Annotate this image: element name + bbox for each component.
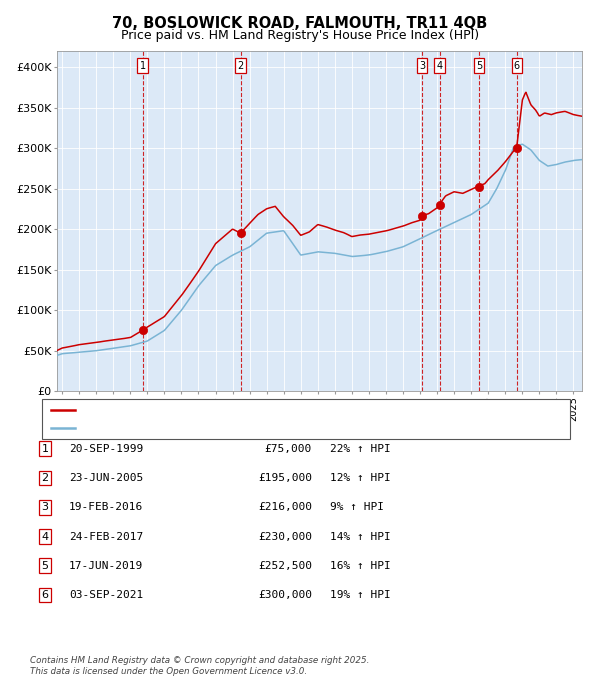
Text: 22% ↑ HPI: 22% ↑ HPI <box>330 444 391 454</box>
Text: £75,000: £75,000 <box>265 444 312 454</box>
Text: 19% ↑ HPI: 19% ↑ HPI <box>330 590 391 600</box>
Text: 12% ↑ HPI: 12% ↑ HPI <box>330 473 391 483</box>
Text: £216,000: £216,000 <box>258 503 312 512</box>
Text: 14% ↑ HPI: 14% ↑ HPI <box>330 532 391 541</box>
Text: £252,500: £252,500 <box>258 561 312 571</box>
Text: 16% ↑ HPI: 16% ↑ HPI <box>330 561 391 571</box>
Text: 03-SEP-2021: 03-SEP-2021 <box>69 590 143 600</box>
Text: 6: 6 <box>41 590 49 600</box>
Text: HPI: Average price, semi-detached house, Cornwall: HPI: Average price, semi-detached house,… <box>78 422 333 432</box>
Text: 20-SEP-1999: 20-SEP-1999 <box>69 444 143 454</box>
Text: This data is licensed under the Open Government Licence v3.0.: This data is licensed under the Open Gov… <box>30 667 307 676</box>
Text: 4: 4 <box>41 532 49 541</box>
Text: 9% ↑ HPI: 9% ↑ HPI <box>330 503 384 512</box>
Text: 70, BOSLOWICK ROAD, FALMOUTH, TR11 4QB (semi-detached house): 70, BOSLOWICK ROAD, FALMOUTH, TR11 4QB (… <box>78 405 424 415</box>
Text: 3: 3 <box>419 61 425 71</box>
Text: 23-JUN-2005: 23-JUN-2005 <box>69 473 143 483</box>
Text: 2: 2 <box>41 473 49 483</box>
Text: 1: 1 <box>41 444 49 454</box>
Text: £195,000: £195,000 <box>258 473 312 483</box>
Text: 2: 2 <box>238 61 244 71</box>
Text: 1: 1 <box>140 61 146 71</box>
Text: £300,000: £300,000 <box>258 590 312 600</box>
Text: Contains HM Land Registry data © Crown copyright and database right 2025.: Contains HM Land Registry data © Crown c… <box>30 656 370 665</box>
Text: £230,000: £230,000 <box>258 532 312 541</box>
Text: 19-FEB-2016: 19-FEB-2016 <box>69 503 143 512</box>
Text: 17-JUN-2019: 17-JUN-2019 <box>69 561 143 571</box>
Text: 5: 5 <box>41 561 49 571</box>
Text: 5: 5 <box>476 61 482 71</box>
Text: 3: 3 <box>41 503 49 512</box>
Text: 4: 4 <box>437 61 443 71</box>
Text: Price paid vs. HM Land Registry's House Price Index (HPI): Price paid vs. HM Land Registry's House … <box>121 29 479 42</box>
Text: 70, BOSLOWICK ROAD, FALMOUTH, TR11 4QB: 70, BOSLOWICK ROAD, FALMOUTH, TR11 4QB <box>112 16 488 31</box>
Text: 24-FEB-2017: 24-FEB-2017 <box>69 532 143 541</box>
Text: 6: 6 <box>514 61 520 71</box>
